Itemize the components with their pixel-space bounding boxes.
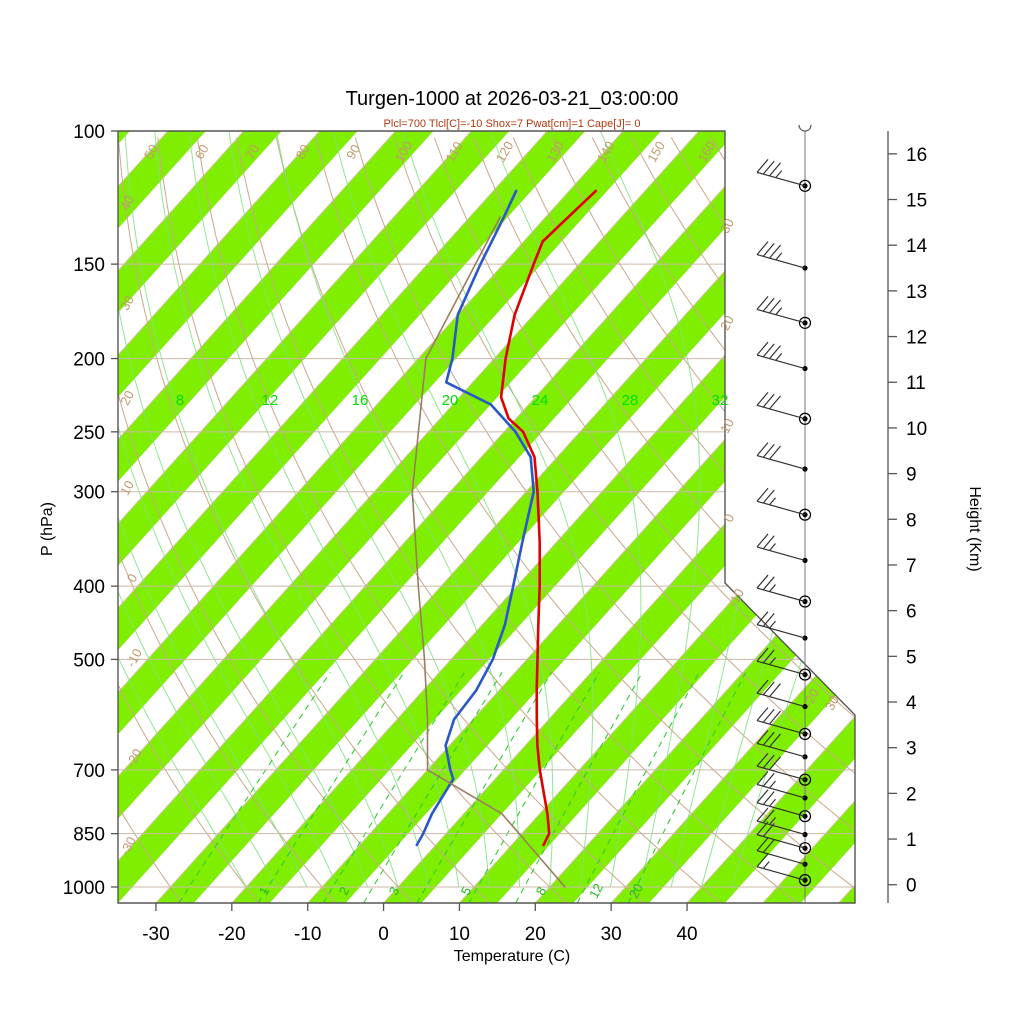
temperature-tick-label: 20 (525, 924, 546, 945)
wind-barb (756, 807, 808, 838)
height-tick-label: 6 (906, 602, 917, 623)
wind-barb (756, 752, 812, 786)
pressure-tick-label: 500 (73, 650, 105, 671)
dry-adiabat-label-left: 10 (117, 478, 137, 498)
trace-parcel-path (411, 216, 566, 888)
pressure-tick-label: 150 (73, 255, 105, 276)
temperature-tick-label: 0 (378, 924, 389, 945)
dry-adiabat-label-left: 30 (117, 293, 137, 313)
wind-barb (756, 241, 808, 271)
height-tick-label: 16 (906, 145, 927, 166)
dry-adiabat-label-right: 0 (721, 511, 738, 524)
dry-adiabat-label-top: 80 (292, 142, 312, 162)
sounding-traces (411, 189, 598, 888)
wind-barb (756, 533, 808, 563)
page-title: Turgen-1000 at 2026-03-21_03:00:00 (345, 88, 679, 110)
mixing-ratio-lines (178, 671, 747, 903)
wind-barb (756, 853, 812, 887)
temperature-tick-label: 10 (449, 924, 470, 945)
moist-adiabat-label: 20 (442, 392, 459, 409)
height-tick-label: 3 (906, 739, 917, 760)
wind-barb (756, 611, 808, 641)
height-tick-label: 5 (906, 647, 917, 668)
moist-adiabat-label: 24 (532, 392, 549, 409)
moist-adiabat-label: 16 (352, 392, 369, 409)
isotherm-shading-bands (118, 131, 855, 903)
pressure-tick-label: 850 (73, 825, 105, 846)
height-tick-label: 15 (906, 191, 927, 212)
dry-adiabat-label-left: 20 (117, 388, 137, 408)
mixing-ratio-label: 8 (533, 884, 550, 897)
temperature-tick-label: 40 (676, 924, 697, 945)
temperature-tick-label: -30 (142, 924, 169, 945)
dry-adiabat-label-top: 70 (242, 142, 262, 162)
height-tick-label: 4 (906, 693, 917, 714)
wind-barb (756, 837, 808, 867)
moist-adiabat-label: 8 (176, 392, 184, 409)
dry-adiabat-label-left: 40 (117, 193, 137, 213)
wind-barb (756, 158, 812, 192)
stability-indices-subtitle: Plcl=700 Tlcl[C]=-10 Shox=7 Pwat[cm]=1 C… (383, 118, 641, 130)
wind-barb (756, 296, 812, 329)
wind-barb (756, 341, 808, 372)
moist-adiabat-label: 28 (622, 392, 639, 409)
pressure-tick-label: 100 (73, 122, 105, 143)
mixing-ratio-label: 12 (586, 881, 606, 901)
height-tick-label: 10 (906, 419, 927, 440)
height-tick-label: 8 (906, 510, 917, 531)
wind-barb (756, 487, 812, 521)
height-tick-label: 2 (906, 784, 917, 805)
dry-adiabat-label-top: 50 (141, 142, 161, 162)
wind-barb-column (756, 124, 812, 903)
dry-adiabat-label-left: 0 (124, 571, 141, 584)
height-tick-label: 11 (906, 373, 926, 394)
moist-adiabat-label: 32 (712, 392, 729, 409)
dry-adiabat-label-right: 20 (717, 313, 737, 333)
pressure-tick-label: 300 (73, 483, 105, 504)
wind-barb (756, 771, 808, 801)
dry-adiabat-label-top: 60 (191, 142, 211, 162)
wind-barb (756, 729, 808, 760)
wind-barb (756, 679, 808, 710)
wind-barb (756, 647, 812, 681)
pressure-tick-label: 400 (73, 577, 105, 598)
moist-adiabat-label: 12 (262, 392, 279, 409)
temperature-tick-label: 30 (601, 924, 622, 945)
height-tick-label: 14 (906, 236, 928, 257)
pressure-tick-label: 700 (73, 761, 105, 782)
height-tick-label: 0 (906, 876, 917, 897)
dry-adiabat-label-right: 30 (822, 693, 842, 713)
temperature-tick-label: -10 (294, 924, 321, 945)
dry-adiabat-label-top: 90 (343, 142, 363, 162)
trace-temperature (499, 189, 598, 847)
wind-barb (756, 707, 812, 741)
pressure-tick-label: 1000 (63, 878, 105, 899)
plot-frame (117, 130, 856, 904)
dry-adiabat-label-right: 10 (717, 416, 737, 436)
wind-barb (756, 789, 812, 823)
height-tick-label: 7 (906, 556, 917, 577)
mixing-ratio-label: 5 (458, 884, 475, 897)
height-tick-label: 13 (906, 282, 927, 303)
height-tick-label: 9 (906, 465, 917, 486)
height-tick-label: 12 (906, 328, 927, 349)
wind-barb (756, 574, 812, 608)
pressure-tick-label: 250 (73, 423, 105, 444)
dry-adiabat-label-right: 30 (717, 216, 737, 236)
x-axis-label: Temperature (C) (453, 948, 571, 965)
pressure-tick-label: 200 (73, 350, 105, 371)
height-tick-label: 1 (906, 830, 917, 851)
temperature-tick-label: -20 (218, 924, 245, 945)
wind-barb (756, 391, 812, 425)
wind-barb (756, 442, 808, 472)
mixing-ratio-label: 20 (626, 881, 646, 901)
